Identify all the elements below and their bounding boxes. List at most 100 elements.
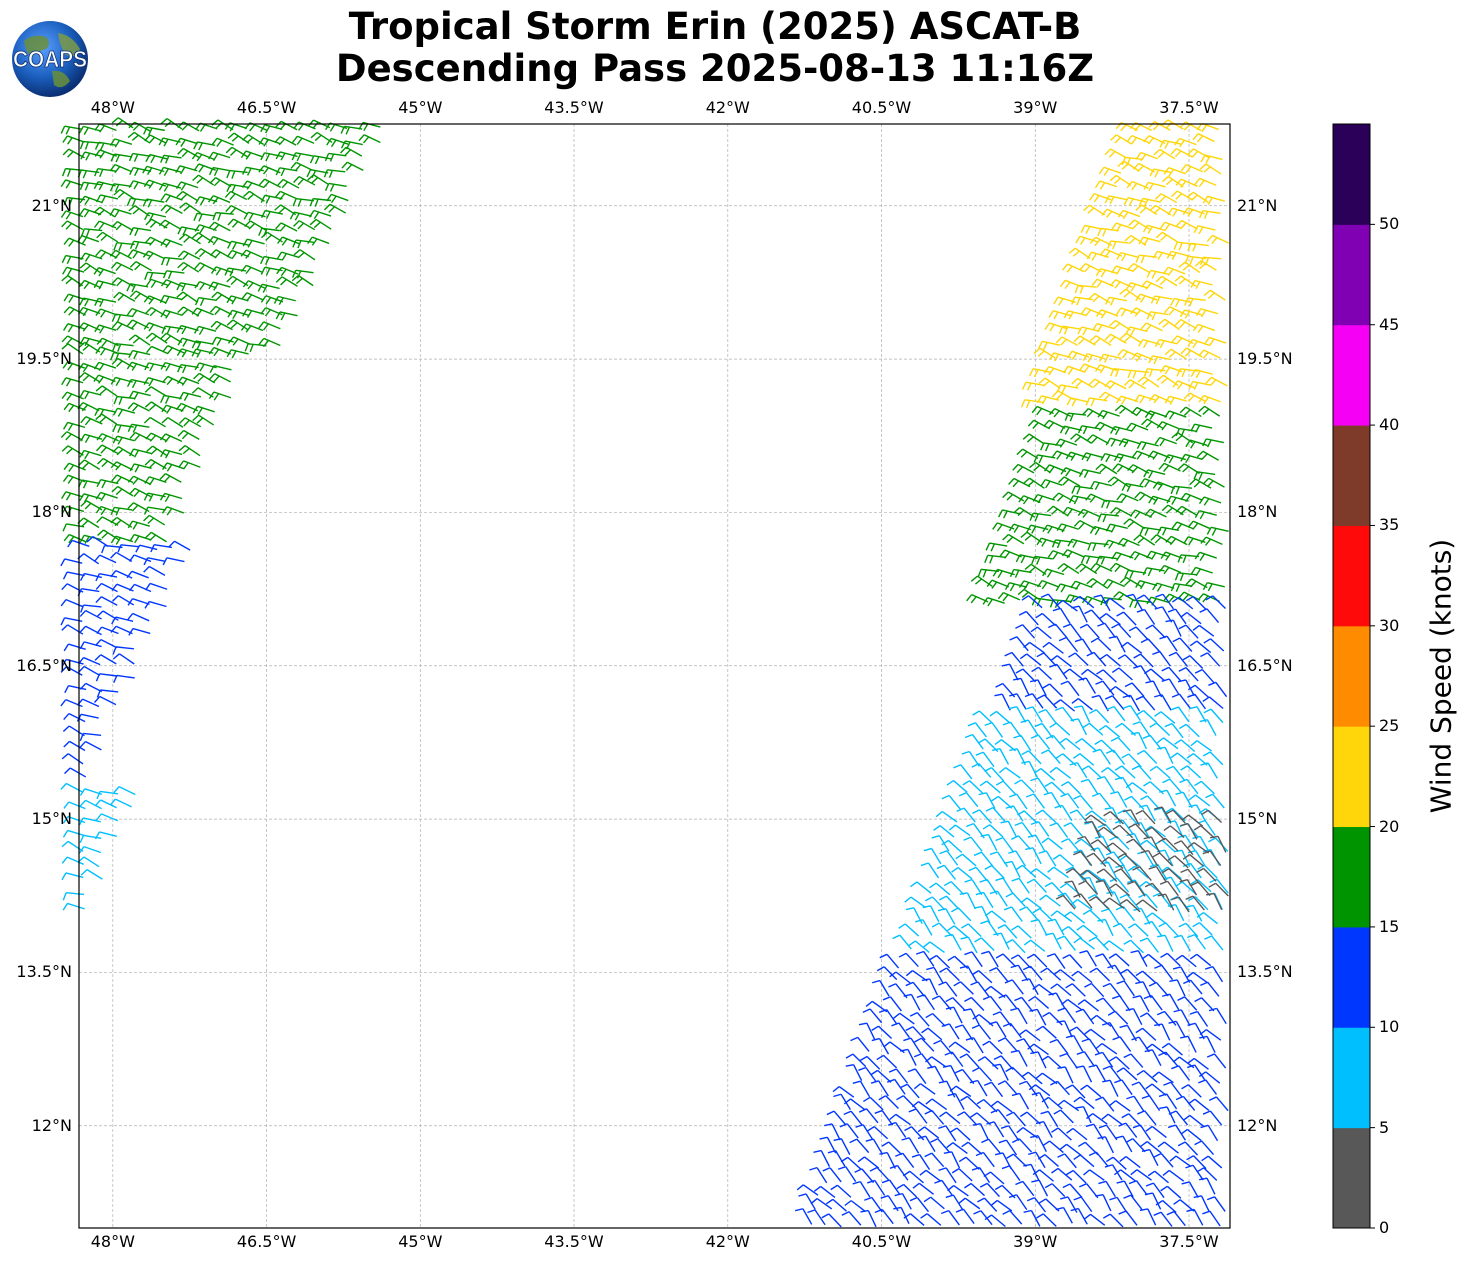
wind-barb [1141,1095,1161,1112]
wind-barb [1188,380,1211,391]
wind-barb [178,233,201,245]
wind-barb [79,740,102,751]
wind-barb [1163,167,1186,177]
wind-barb [1009,636,1029,652]
wind-barb [913,1053,934,1069]
wind-barb [1142,734,1162,750]
wind-barb [1203,708,1224,724]
wind-barb [1152,582,1175,592]
wind-barb [1062,1183,1083,1198]
wind-barb [1073,1154,1095,1168]
wind-barb [994,693,1011,711]
wind-barb [1196,867,1217,882]
wind-barb [1080,668,1103,681]
wind-barb [194,224,217,234]
lat-tick-right: 18°N [1237,502,1278,522]
wind-barb [989,967,1009,983]
wind-barb [1139,937,1159,953]
wind-barb [127,402,150,412]
wind-barb [1113,868,1134,883]
wind-barb [145,582,168,591]
wind-barb [980,920,999,937]
wind-barb [1074,738,1097,751]
wind-barb [1098,725,1121,738]
wind-barb [1208,1007,1227,1025]
colorbar-bin-4 [1333,726,1370,828]
wind-barb [1040,967,1062,981]
lon-tick-bottom: 39°W [1013,1232,1058,1251]
wind-barb [1029,461,1051,474]
wind-barb [1161,175,1184,188]
wind-barb [1160,952,1181,967]
wind-barb [95,249,118,259]
wind-barb [1164,722,1184,739]
wind-barb [1077,835,1096,852]
wind-barb [1010,1049,1028,1067]
wind-barb [984,554,1006,564]
wind-barb [1171,1065,1190,1081]
wind-barb [1023,641,1045,654]
wind-barb [1032,983,1054,996]
wind-barb [937,908,956,925]
wind-barb [78,279,102,290]
wind-barb [1115,819,1134,836]
wind-barb [1185,895,1205,911]
wind-barb [1011,1138,1033,1153]
wind-barb [1204,336,1227,347]
wind-barb [1202,1110,1223,1126]
wind-barb [111,277,134,288]
wind-barb [1145,912,1168,925]
lon-tick-top: 37.5°W [1159,98,1219,117]
wind-barb [1179,309,1203,319]
wind-barb [974,937,995,952]
wind-barb [144,600,167,609]
wind-barb [1143,668,1166,682]
wind-barb [1165,619,1182,637]
wind-barb [143,126,165,136]
wind-barb [161,416,184,428]
wind-barb [1112,824,1134,839]
colorbar-tick-label: 5 [1379,1117,1390,1137]
wind-barb [61,220,84,231]
wind-barb [1101,1113,1124,1126]
wind-barb [1125,593,1143,611]
wind-barb [1056,935,1076,951]
wind-barb [1135,981,1152,999]
wind-barb [1158,1093,1178,1110]
wind-barb [1133,653,1154,668]
wind-barb [1098,166,1122,176]
wind-barb [1116,1067,1138,1081]
wind-barb [1095,997,1116,1013]
wind-barb [1077,326,1100,336]
wind-barb [1189,953,1212,967]
wind-barb [61,840,84,852]
wind-barb [1075,235,1098,245]
wind-barb [1102,1079,1119,1097]
wind-barb [1015,1180,1035,1197]
wind-barb [1062,623,1082,640]
wind-barb [1179,121,1202,132]
wind-barb [1198,349,1221,359]
wind-barb [1110,791,1128,808]
wind-barb [843,1110,863,1126]
wind-barb [260,124,283,134]
wind-barb [920,862,940,879]
wind-barb [1109,174,1132,187]
wind-barb [983,1171,1005,1185]
wind-barb [1084,982,1105,998]
wind-barb [1190,881,1211,897]
wind-barb [982,824,1004,838]
wind-barb [128,554,152,563]
wind-barb [1123,939,1144,954]
wind-barb [1080,307,1103,317]
wind-barb [1206,892,1223,911]
wind-barb [1097,227,1119,237]
wind-barb [968,866,989,882]
wind-barb [1002,1210,1023,1225]
wind-barb [127,423,150,433]
wind-barb [62,829,86,838]
wind-barb [110,551,133,563]
wind-barb [1116,493,1139,503]
wind-barb [61,491,84,501]
